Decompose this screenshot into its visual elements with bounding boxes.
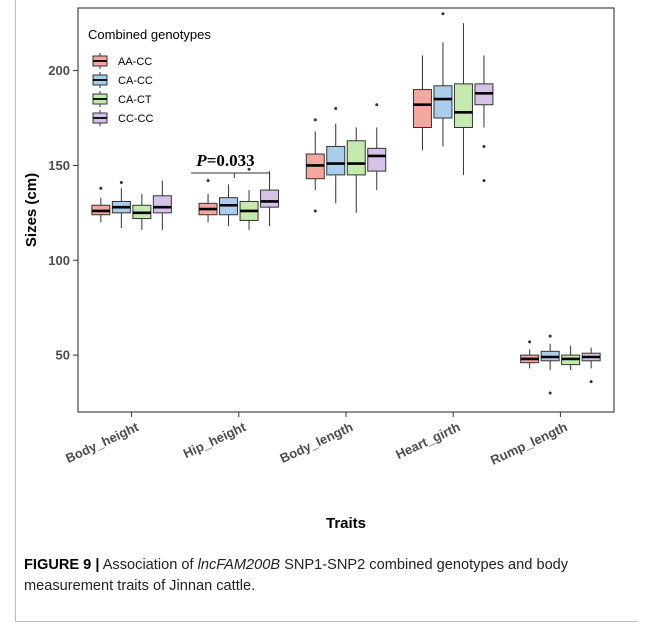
x-tick-label: Body_height [63, 419, 141, 466]
caption-gene: lncFAM200B [197, 557, 281, 573]
boxplot-rump-length-cc-cc [581, 347, 601, 384]
box-iqr [453, 83, 473, 128]
x-tick-label: Rump_length [488, 419, 570, 468]
outlier-point [313, 118, 317, 122]
outlier-point [548, 391, 552, 395]
y-tick-label: 200 [48, 63, 70, 78]
box-iqr [433, 85, 453, 119]
boxplot-heart-girth-ca-ct [453, 23, 473, 175]
legend-label: AA-CC [118, 56, 152, 68]
box-iqr [260, 189, 280, 208]
boxplot-body-length-cc-cc [367, 103, 387, 191]
outlier-point [119, 180, 123, 184]
caption-label: FIGURE 9 | [24, 557, 100, 573]
boxplot-hip-height-ca-cc [219, 184, 239, 227]
boxplot-body-length-ca-cc [326, 107, 346, 204]
boxplot-heart-girth-aa-cc [412, 55, 432, 151]
legend-label: CA-CC [118, 75, 153, 87]
x-tick-label: Heart_girth [393, 419, 462, 462]
boxplot-body-length-ca-ct [346, 127, 366, 213]
outlier-point [589, 380, 593, 384]
y-tick-label: 150 [48, 158, 70, 173]
boxplot-body-height-ca-ct [132, 193, 152, 230]
boxplot-hip-height-ca-ct [239, 167, 259, 230]
box-iqr [152, 195, 172, 214]
figure-frame [15, 0, 638, 622]
boxplot-body-height-cc-cc [152, 180, 172, 230]
caption-text-after: SNP1-SNP2 combined genotypes and body me… [24, 557, 569, 594]
outlier-point [548, 334, 552, 338]
caption-text-before: Association of [99, 557, 198, 573]
outlier-point [375, 103, 379, 107]
outlier-point [247, 167, 251, 171]
box-iqr [346, 140, 366, 176]
box-iqr [326, 145, 346, 176]
boxplot-hip-height-aa-cc [198, 179, 218, 223]
box-iqr [367, 147, 387, 172]
boxplot-rump-length-ca-cc [540, 334, 560, 395]
legend-item-ca-ct: CA-CT [92, 91, 152, 107]
outlier-point [441, 12, 445, 16]
x-axis-title: Traits [326, 515, 366, 532]
y-tick-label: 50 [56, 348, 70, 363]
legend-item-cc-cc: CC-CC [92, 110, 153, 126]
legend-label: CC-CC [118, 113, 153, 125]
outlier-point [528, 340, 532, 344]
legend-label: CA-CT [118, 94, 152, 106]
box-iqr [412, 89, 432, 128]
boxplot-body-height-ca-cc [111, 180, 131, 229]
outlier-point [313, 209, 317, 213]
boxplot-rump-length-ca-ct [561, 345, 581, 371]
boxplot-chart: 50 100 150 200 Body_height Hip_height Body_len… [23, 7, 615, 532]
boxplot-heart-girth-ca-cc [433, 12, 453, 147]
x-tick-label: Body_length [278, 419, 356, 466]
boxplot-rump-length-aa-cc [520, 340, 540, 369]
legend-title: Combined genotypes [88, 27, 211, 42]
legend-item-ca-cc: CA-CC [92, 72, 153, 88]
figure-caption: FIGURE 9 | Association of lncFAM200B SNP… [24, 555, 624, 597]
boxplot-hip-height-cc-cc [260, 171, 280, 227]
y-tick-label: 100 [48, 253, 70, 268]
p-value-label: P=0.033 [195, 151, 254, 170]
legend: Combined genotypes AA-CC CA-CC CA-CT CC-CC [88, 27, 211, 126]
x-tick-label: Hip_height [181, 419, 249, 461]
outlier-point [206, 179, 210, 183]
boxplot-body-height-aa-cc [91, 186, 111, 223]
outlier-point [482, 179, 486, 183]
p-value-symbol: P [195, 151, 207, 170]
boxplot-heart-girth-cc-cc [474, 55, 494, 183]
legend-item-aa-cc: AA-CC [92, 53, 152, 69]
p-value-number: =0.033 [207, 151, 255, 170]
outlier-point [482, 144, 486, 148]
significance-bracket [191, 172, 271, 180]
outlier-point [99, 186, 103, 190]
y-axis-title: Sizes (cm) [23, 173, 40, 247]
outlier-point [334, 107, 338, 111]
boxplot-body-length-aa-cc [305, 118, 325, 213]
